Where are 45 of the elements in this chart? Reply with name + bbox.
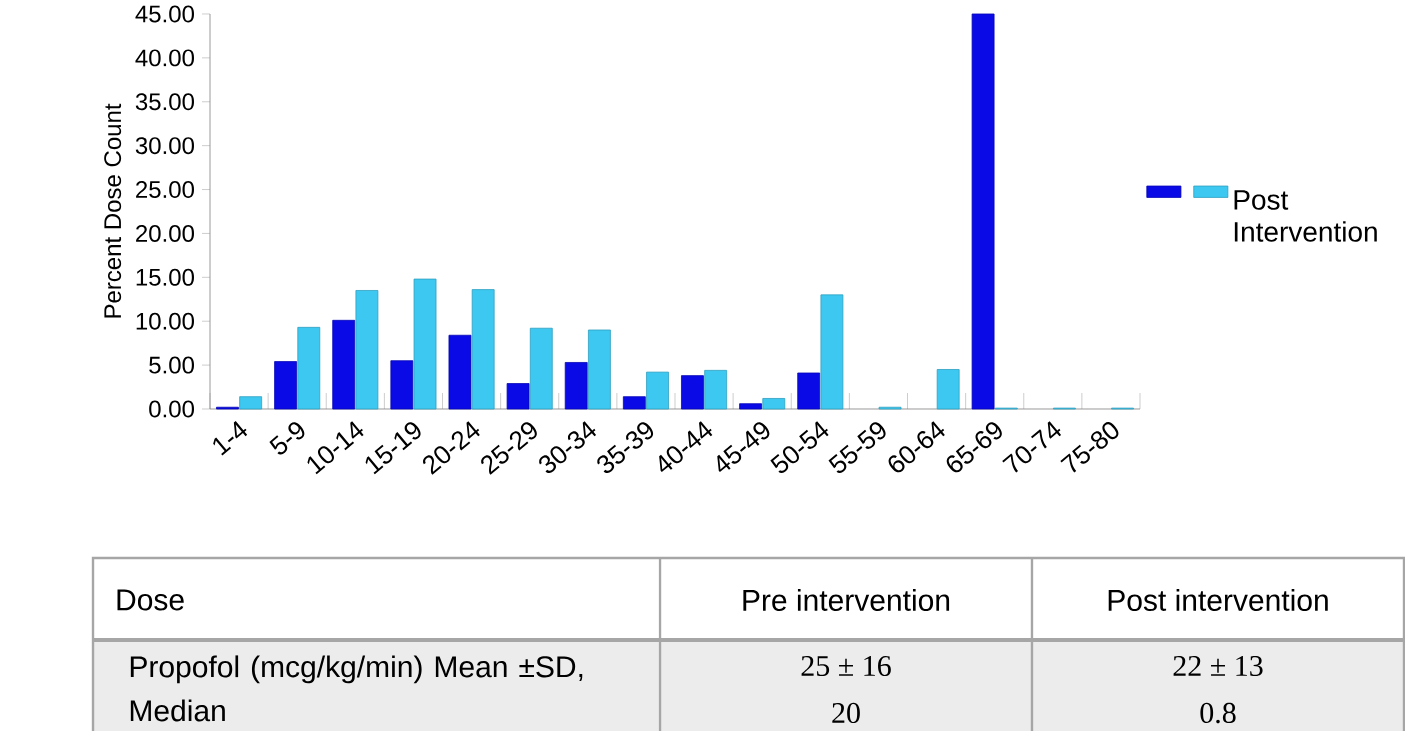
y-axis-title: Percent Dose Count xyxy=(104,103,122,318)
bar xyxy=(564,362,588,410)
bar xyxy=(297,326,321,410)
text: Pre intervention xyxy=(743,588,950,611)
bar xyxy=(274,361,297,410)
text: 25 ± 16 xyxy=(801,655,891,677)
bar xyxy=(529,327,553,410)
legend-label: Post Intervention xyxy=(1234,190,1377,242)
y-tick-label: 35.00 xyxy=(135,93,194,111)
y-tick-label: 40.00 xyxy=(135,49,194,67)
y-tick-label: 20.00 xyxy=(136,224,194,242)
x-tick-label: 5-9 xyxy=(269,422,305,455)
text: Propofol (mcg/kg/min) Mean ±SD, Median xyxy=(130,655,583,722)
bar xyxy=(471,289,495,410)
bar xyxy=(413,278,437,410)
bar xyxy=(739,403,762,410)
bar xyxy=(506,383,530,410)
y-tick-label: 5.00 xyxy=(149,356,195,374)
bar xyxy=(936,369,960,410)
y-tick-label: 15.00 xyxy=(136,268,194,286)
bar xyxy=(681,375,704,410)
y-tick-label: 30.00 xyxy=(135,137,194,155)
bar xyxy=(971,13,995,410)
bar xyxy=(588,329,611,410)
y-tick-label: 10.00 xyxy=(136,312,194,330)
text: 22 ± 13 xyxy=(1173,655,1263,677)
text: 20 xyxy=(832,702,860,724)
y-tick-label: 0.00 xyxy=(149,400,195,418)
bar xyxy=(448,334,472,410)
bar xyxy=(332,319,356,410)
bar xyxy=(622,396,646,410)
bar xyxy=(820,294,844,410)
text: 0.8 xyxy=(1200,702,1236,724)
x-tick-label: 1-4 xyxy=(213,421,248,456)
bar xyxy=(239,396,263,410)
bar xyxy=(355,290,379,410)
bar xyxy=(797,372,821,410)
bar xyxy=(762,398,786,410)
y-tick-label: 45.00 xyxy=(135,5,194,23)
bar xyxy=(390,360,414,410)
text: Dose xyxy=(117,589,184,611)
text: Post intervention xyxy=(1108,588,1328,611)
bar xyxy=(704,369,728,410)
bar xyxy=(646,371,669,410)
y-tick-label: 25.00 xyxy=(136,181,194,199)
